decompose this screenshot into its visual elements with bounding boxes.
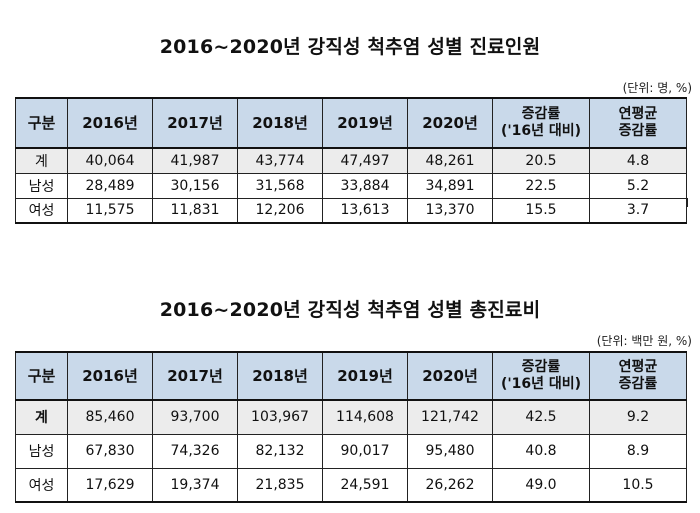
header-year: 2017년 bbox=[152, 351, 238, 401]
cell: 5.2 bbox=[589, 172, 687, 199]
cell: 41,987 bbox=[152, 147, 238, 174]
cell: 103,967 bbox=[237, 399, 323, 435]
cell: 34,891 bbox=[407, 172, 493, 199]
header-growth-line2: ('16년 대비) bbox=[500, 376, 582, 392]
header-avg-line1: 연평균 bbox=[618, 359, 658, 375]
table1-patients-by-sex: 구분 2016년 2017년 2018년 2019년 2020년 증감률 ('1… bbox=[15, 97, 687, 224]
cell: 28,489 bbox=[67, 172, 153, 199]
cell: 8.9 bbox=[589, 433, 687, 469]
cell: 31,568 bbox=[237, 172, 323, 199]
header-year: 2016년 bbox=[67, 97, 153, 149]
row-label: 여성 bbox=[15, 197, 68, 224]
cell: 42.5 bbox=[492, 399, 590, 435]
table1-unit: (단위: 명, %) bbox=[622, 81, 692, 95]
cell: 33,884 bbox=[322, 172, 408, 199]
cell: 11,831 bbox=[152, 197, 238, 224]
header-year: 2018년 bbox=[237, 351, 323, 401]
table-row: 남성 67,830 74,326 82,132 90,017 95,480 40… bbox=[15, 433, 687, 469]
header-avg-line2: 증감률 bbox=[618, 123, 658, 139]
cell: 93,700 bbox=[152, 399, 238, 435]
cell: 3.7 bbox=[589, 197, 687, 224]
cell: 17,629 bbox=[67, 467, 153, 503]
table2-costs-by-sex: 구분 2016년 2017년 2018년 2019년 2020년 증감률 ('1… bbox=[15, 351, 687, 503]
cell: 20.5 bbox=[492, 147, 590, 174]
cell: 40,064 bbox=[67, 147, 153, 174]
row-label: 여성 bbox=[15, 467, 68, 503]
header-growth-line1: 증감률 bbox=[521, 359, 561, 375]
header-year: 2017년 bbox=[152, 97, 238, 149]
header-avg-line2: 증감률 bbox=[618, 376, 658, 392]
header-year: 2016년 bbox=[67, 351, 153, 401]
cell: 74,326 bbox=[152, 433, 238, 469]
header-year: 2019년 bbox=[322, 351, 408, 401]
cell: 114,608 bbox=[322, 399, 408, 435]
cell: 13,370 bbox=[407, 197, 493, 224]
cell: 48,261 bbox=[407, 147, 493, 174]
header-annual-avg: 연평균 증감률 bbox=[589, 97, 687, 149]
cell: 95,480 bbox=[407, 433, 493, 469]
table-row: 계 85,460 93,700 103,967 114,608 121,742 … bbox=[15, 399, 687, 435]
header-year: 2020년 bbox=[407, 97, 493, 149]
header-growth-line2: ('16년 대비) bbox=[500, 123, 582, 139]
cell: 11,575 bbox=[67, 197, 153, 224]
table-row: 계 40,064 41,987 43,774 47,497 48,261 20.… bbox=[15, 147, 687, 174]
cell: 13,613 bbox=[322, 197, 408, 224]
header-year: 2019년 bbox=[322, 97, 408, 149]
cell: 19,374 bbox=[152, 467, 238, 503]
cell: 30,156 bbox=[152, 172, 238, 199]
cell: 12,206 bbox=[237, 197, 323, 224]
cell: 49.0 bbox=[492, 467, 590, 503]
cell: 67,830 bbox=[67, 433, 153, 469]
row-label: 계 bbox=[15, 399, 68, 435]
row-label: 계 bbox=[15, 147, 68, 174]
header-year: 2020년 bbox=[407, 351, 493, 401]
cell: 43,774 bbox=[237, 147, 323, 174]
cell: 82,132 bbox=[237, 433, 323, 469]
header-category: 구분 bbox=[15, 351, 68, 401]
table2-title: 2016~2020년 강직성 척추염 성별 총진료비 bbox=[159, 299, 541, 321]
table2-unit: (단위: 백만 원, %) bbox=[596, 334, 692, 348]
header-growth-rate: 증감률 ('16년 대비) bbox=[492, 97, 590, 149]
cell: 15.5 bbox=[492, 197, 590, 224]
header-year: 2018년 bbox=[237, 97, 323, 149]
cell: 40.8 bbox=[492, 433, 590, 469]
cell: 26,262 bbox=[407, 467, 493, 503]
table-row: 여성 11,575 11,831 12,206 13,613 13,370 15… bbox=[15, 197, 687, 224]
row-label: 남성 bbox=[15, 172, 68, 199]
header-annual-avg: 연평균 증감률 bbox=[589, 351, 687, 401]
edge-mark bbox=[686, 198, 688, 207]
cell: 4.8 bbox=[589, 147, 687, 174]
cell: 90,017 bbox=[322, 433, 408, 469]
table1-title: 2016~2020년 강직성 척추염 성별 진료인원 bbox=[159, 36, 541, 58]
header-category: 구분 bbox=[15, 97, 68, 149]
cell: 9.2 bbox=[589, 399, 687, 435]
header-growth-rate: 증감률 ('16년 대비) bbox=[492, 351, 590, 401]
header-avg-line1: 연평균 bbox=[618, 106, 658, 122]
table-row: 여성 17,629 19,374 21,835 24,591 26,262 49… bbox=[15, 467, 687, 503]
header-growth-line1: 증감률 bbox=[521, 106, 561, 122]
cell: 85,460 bbox=[67, 399, 153, 435]
cell: 10.5 bbox=[589, 467, 687, 503]
cell: 22.5 bbox=[492, 172, 590, 199]
cell: 121,742 bbox=[407, 399, 493, 435]
cell: 47,497 bbox=[322, 147, 408, 174]
table-row: 남성 28,489 30,156 31,568 33,884 34,891 22… bbox=[15, 172, 687, 199]
cell: 21,835 bbox=[237, 467, 323, 503]
row-label: 남성 bbox=[15, 433, 68, 469]
cell: 24,591 bbox=[322, 467, 408, 503]
